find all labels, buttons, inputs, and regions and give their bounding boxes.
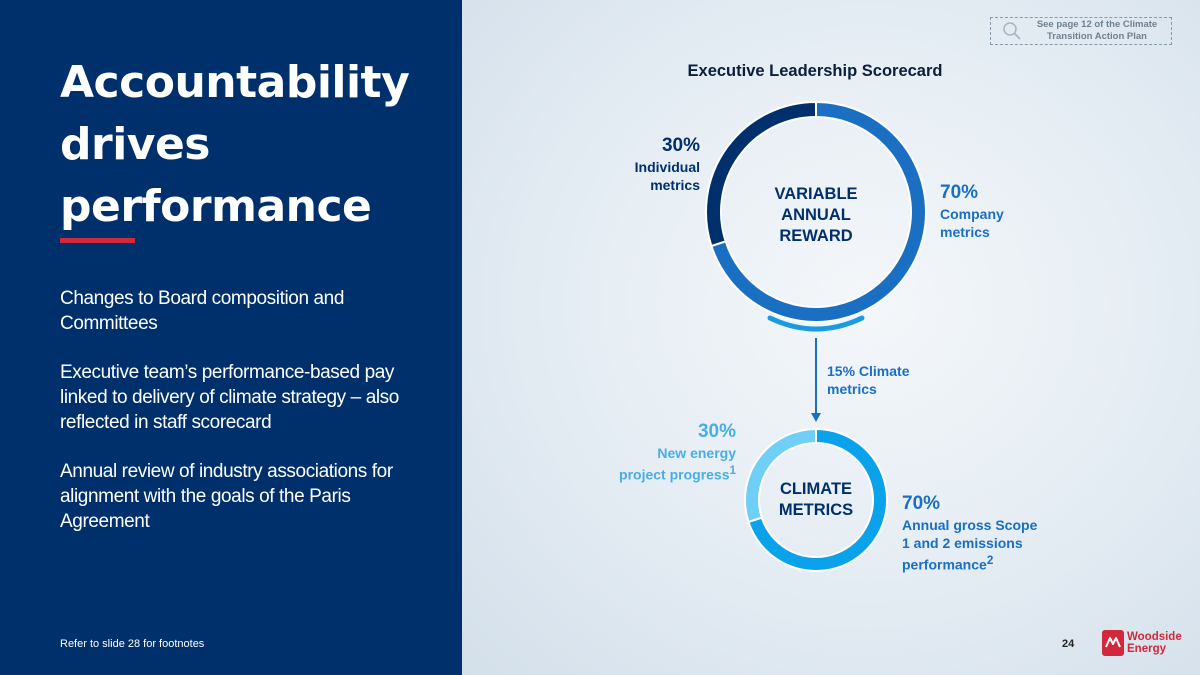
individual-label: 30% Individual metrics — [600, 134, 700, 194]
company-label: 70% Company metrics — [940, 181, 1050, 241]
footnote-mark: 2 — [986, 554, 994, 567]
center-text-line: VARIABLE — [774, 185, 858, 203]
climate-link-label: 15% Climate metrics — [827, 362, 957, 398]
new-energy-label: 30% New energy project progress1 — [590, 420, 736, 484]
slice-new-energy-progress — [744, 427, 817, 524]
title-line: performance — [60, 181, 372, 232]
magnifier-icon — [1003, 22, 1021, 40]
slice-individual-metrics — [705, 100, 817, 248]
logo-wordmark: Woodside Energy — [1127, 631, 1182, 655]
chart-title: Executive Leadership Scorecard — [687, 62, 943, 80]
reward-center-label: VARIABLE ANNUAL REWARD — [746, 184, 886, 247]
scorecard-graphic — [705, 100, 927, 572]
emissions-percent: 70% — [902, 493, 941, 514]
emissions-label: 70% Annual gross Scope 1 and 2 emissions… — [902, 492, 1072, 574]
slice-emissions-performance — [747, 427, 888, 572]
center-text-line: ANNUAL — [781, 206, 851, 224]
emissions-text-line: Annual gross Scope — [902, 517, 1038, 533]
new-energy-text-line: New energy — [657, 445, 736, 461]
accent-rule — [60, 238, 135, 243]
title-line: drives — [60, 119, 211, 170]
individual-text-line: metrics — [650, 177, 700, 193]
ring-bracket — [767, 315, 865, 332]
title-line: Accountability — [60, 57, 410, 108]
individual-text-line: Individual — [634, 159, 700, 175]
center-text-line: REWARD — [779, 227, 853, 245]
page-number: 24 — [1062, 638, 1075, 650]
bullet-pay: Executive team’s performance-based pay l… — [60, 362, 399, 433]
footnote-mark: 1 — [729, 464, 736, 477]
company-percent: 70% — [940, 182, 979, 203]
woodside-logo-icon — [1102, 630, 1124, 656]
footnote-reference: Refer to slide 28 for footnotes — [60, 638, 205, 650]
right-panel: See page 12 of the Climate Transition Ac… — [462, 0, 1200, 675]
individual-percent: 30% — [661, 135, 700, 156]
connector-arrow-head — [811, 413, 821, 422]
bullet-list: Changes to Board composition and Committ… — [60, 286, 440, 558]
woodside-logo: Woodside Energy — [1102, 630, 1182, 656]
left-panel: Accountability drives performance Change… — [0, 0, 462, 675]
climate-ring — [744, 427, 888, 572]
emissions-text-line: performance2 — [902, 554, 994, 573]
logo-line: Woodside — [1127, 631, 1182, 643]
bullet-board: Changes to Board composition and Committ… — [60, 288, 345, 334]
callout-box[interactable]: See page 12 of the Climate Transition Ac… — [990, 17, 1172, 45]
company-text-line: Company — [940, 206, 1004, 222]
page-title: Accountability drives performance — [60, 52, 450, 238]
center-text-line: METRICS — [778, 501, 854, 519]
logo-line: Energy — [1127, 643, 1166, 655]
link-text-line: 15% Climate — [827, 363, 910, 379]
link-text-line: metrics — [827, 381, 877, 397]
bullet-associations: Annual review of industry associations f… — [60, 461, 393, 532]
emissions-text-line: 1 and 2 emissions — [902, 535, 1023, 551]
climate-center-label: CLIMATE METRICS — [756, 479, 876, 521]
center-text-line: CLIMATE — [779, 480, 853, 498]
new-energy-percent: 30% — [697, 421, 736, 442]
reward-ring — [705, 100, 927, 323]
new-energy-text-line: project progress1 — [619, 464, 736, 483]
company-text-line: metrics — [940, 224, 990, 240]
callout-text: See page 12 of the Climate Transition Ac… — [1036, 19, 1158, 42]
